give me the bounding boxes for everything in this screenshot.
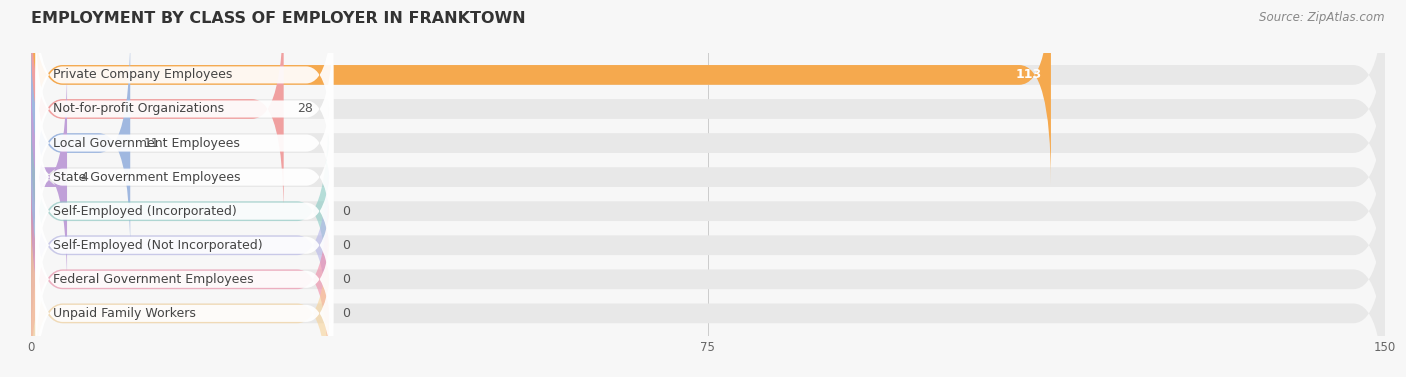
Text: Self-Employed (Incorporated): Self-Employed (Incorporated)	[53, 205, 238, 218]
FancyBboxPatch shape	[31, 68, 67, 287]
FancyBboxPatch shape	[31, 136, 329, 355]
Text: Private Company Employees: Private Company Employees	[53, 68, 233, 81]
Text: EMPLOYMENT BY CLASS OF EMPLOYER IN FRANKTOWN: EMPLOYMENT BY CLASS OF EMPLOYER IN FRANK…	[31, 11, 526, 26]
FancyBboxPatch shape	[31, 170, 329, 377]
FancyBboxPatch shape	[35, 185, 333, 373]
FancyBboxPatch shape	[35, 83, 333, 271]
FancyBboxPatch shape	[35, 152, 333, 339]
Text: Source: ZipAtlas.com: Source: ZipAtlas.com	[1260, 11, 1385, 24]
Text: Unpaid Family Workers: Unpaid Family Workers	[53, 307, 197, 320]
FancyBboxPatch shape	[31, 0, 284, 218]
Text: Not-for-profit Organizations: Not-for-profit Organizations	[53, 103, 225, 115]
Text: 0: 0	[342, 307, 350, 320]
Text: 113: 113	[1015, 68, 1042, 81]
FancyBboxPatch shape	[31, 34, 1385, 253]
FancyBboxPatch shape	[35, 49, 333, 237]
Text: 0: 0	[342, 273, 350, 286]
FancyBboxPatch shape	[35, 118, 333, 305]
FancyBboxPatch shape	[31, 0, 1385, 184]
Text: Federal Government Employees: Federal Government Employees	[53, 273, 254, 286]
Text: 4: 4	[80, 171, 89, 184]
FancyBboxPatch shape	[31, 136, 1385, 355]
Text: State Government Employees: State Government Employees	[53, 171, 240, 184]
FancyBboxPatch shape	[31, 204, 329, 377]
FancyBboxPatch shape	[35, 0, 333, 169]
FancyBboxPatch shape	[35, 15, 333, 203]
Text: 11: 11	[143, 136, 159, 150]
FancyBboxPatch shape	[31, 34, 131, 253]
Text: 0: 0	[342, 239, 350, 252]
FancyBboxPatch shape	[31, 102, 1385, 320]
FancyBboxPatch shape	[31, 204, 1385, 377]
FancyBboxPatch shape	[31, 102, 329, 320]
Text: 28: 28	[297, 103, 314, 115]
Text: Self-Employed (Not Incorporated): Self-Employed (Not Incorporated)	[53, 239, 263, 252]
FancyBboxPatch shape	[31, 0, 1385, 218]
FancyBboxPatch shape	[31, 68, 1385, 287]
FancyBboxPatch shape	[35, 220, 333, 377]
FancyBboxPatch shape	[31, 170, 1385, 377]
Text: 0: 0	[342, 205, 350, 218]
Text: Local Government Employees: Local Government Employees	[53, 136, 240, 150]
FancyBboxPatch shape	[31, 0, 1050, 184]
